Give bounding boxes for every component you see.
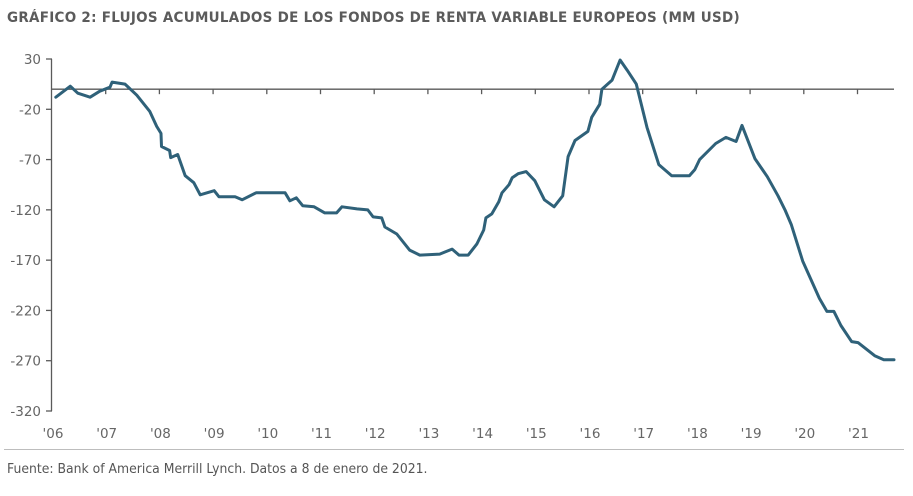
x-tick-label: '19 — [741, 426, 762, 442]
x-tick-label: '06 — [43, 426, 64, 442]
source-note: Fuente: Bank of America Merrill Lynch. D… — [7, 461, 428, 477]
x-axis: '06 '07 '08 '09 '10 '11 '12 '13 '14 '15 '16 '17 '18 '… — [43, 88, 894, 442]
x-tick-label: '12 — [365, 426, 386, 442]
x-tick-label: '14 — [472, 426, 493, 442]
x-tick-label: '09 — [204, 426, 225, 442]
chart-title: GRÁFICO 2: FLUJOS ACUMULADOS DE LOS FOND… — [7, 10, 740, 26]
y-tick-label: -70 — [19, 153, 41, 169]
y-tick-label: -320 — [10, 404, 41, 420]
series-line — [54, 58, 896, 362]
y-axis: 30 -20 -70 -120 -170 -220 -270 -320 — [10, 52, 53, 420]
x-tick-label: '08 — [150, 426, 171, 442]
x-tick-label: '21 — [848, 426, 869, 442]
source-divider — [4, 449, 904, 450]
y-tick-label: -20 — [19, 102, 41, 118]
x-tick-label: '10 — [257, 426, 278, 442]
y-tick-label: -270 — [10, 354, 41, 370]
y-tick-label: -170 — [10, 253, 41, 269]
x-tick-label: '11 — [311, 426, 332, 442]
x-tick-label: '16 — [580, 426, 601, 442]
y-tick-label: -220 — [10, 303, 41, 319]
x-tick-label: '18 — [687, 426, 708, 442]
y-tick-label: -120 — [10, 203, 41, 219]
x-tick-label: '15 — [526, 426, 547, 442]
x-tick-label: '17 — [633, 426, 654, 442]
x-tick-label: '20 — [794, 426, 815, 442]
x-tick-label: '07 — [96, 426, 117, 442]
x-tick-label: '13 — [418, 426, 439, 442]
series-layer — [54, 58, 896, 362]
y-tick-label: 30 — [24, 52, 41, 68]
